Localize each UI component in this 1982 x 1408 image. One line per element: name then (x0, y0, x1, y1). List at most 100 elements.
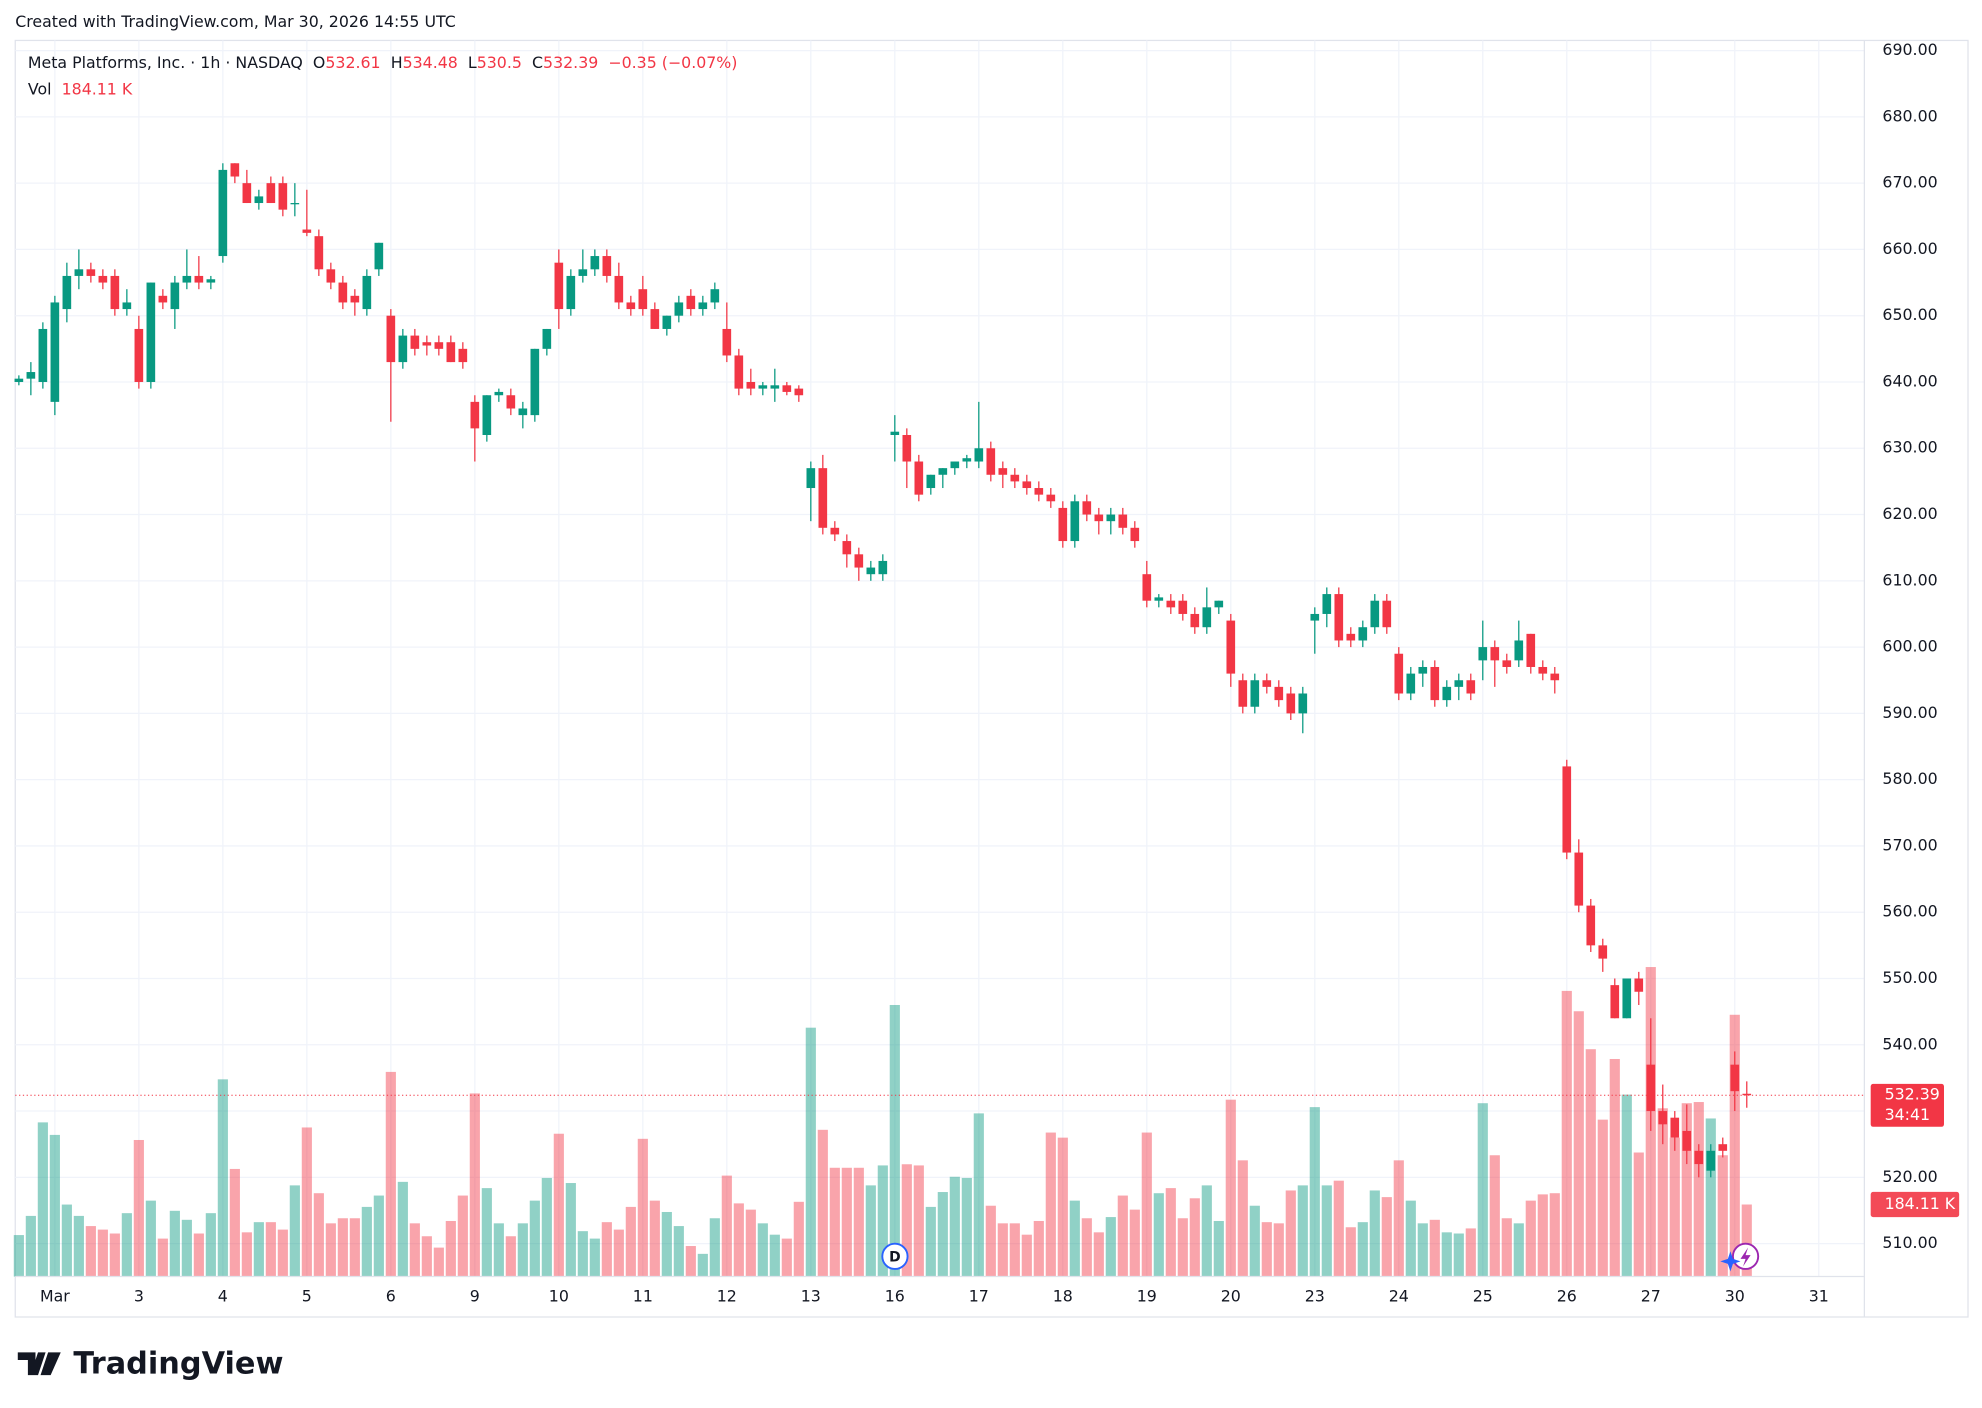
candle-body (1478, 647, 1488, 661)
y-tick-label: 550.00 (1882, 968, 1937, 987)
candle-body (866, 567, 876, 575)
volume-bar (1165, 1188, 1176, 1277)
l-value: 530.5 (477, 53, 522, 72)
y-tick-label: 570.00 (1882, 835, 1937, 854)
event-marker[interactable] (881, 1242, 909, 1270)
volume-bar (949, 1176, 960, 1277)
h-value: 534.48 (403, 53, 458, 72)
candle-body (434, 342, 444, 349)
legend-line: Meta Platforms, Inc. · 1h · NASDAQ O532.6… (28, 53, 738, 72)
candle-body (410, 335, 420, 349)
sparkle-icon[interactable] (1720, 1251, 1741, 1272)
volume-bar (769, 1234, 780, 1277)
volume-bar (241, 1232, 252, 1277)
volume-bar (1033, 1220, 1044, 1277)
volume-bar (1213, 1220, 1224, 1277)
candle-body (1418, 666, 1428, 674)
candle-body (14, 378, 24, 382)
volume-bar (1381, 1197, 1392, 1277)
volume-bar (733, 1203, 744, 1277)
price-tag (1870, 1083, 1944, 1127)
volume-bar (1069, 1200, 1080, 1277)
candle-body (1526, 633, 1536, 667)
candle-body (1034, 488, 1044, 495)
candle-body (638, 289, 648, 310)
vol-title: Vol (28, 79, 52, 98)
volume-bar (1345, 1227, 1356, 1277)
candle-body (1274, 686, 1284, 701)
candle-body (1442, 686, 1452, 701)
candle-body (1706, 1150, 1716, 1171)
candle-body (950, 461, 960, 469)
candle-body (38, 328, 48, 382)
volume-bar (757, 1223, 768, 1277)
candle-body (1586, 905, 1596, 946)
volume-bar (1597, 1119, 1608, 1277)
volume-bar (805, 1027, 816, 1277)
volume-bar (1177, 1218, 1188, 1277)
volume-bar (829, 1167, 840, 1277)
candle-body (170, 282, 180, 310)
candle-body (506, 395, 516, 409)
c-label: C (532, 53, 543, 72)
candle-body (686, 295, 696, 310)
candle-body (110, 275, 120, 310)
volume-bar (1585, 1049, 1596, 1277)
candle-body (554, 262, 564, 310)
x-tick-label: 17 (969, 1286, 989, 1305)
volume-bar (1429, 1219, 1440, 1277)
volume-bar (445, 1220, 456, 1277)
volume-bar (469, 1093, 480, 1277)
volume-bar (517, 1223, 528, 1277)
volume-bar (661, 1211, 672, 1277)
candle-body (1130, 527, 1140, 542)
candle-body (1646, 1064, 1656, 1112)
volume-bar (1081, 1218, 1092, 1277)
y-tick-label: 640.00 (1882, 371, 1937, 390)
candle-body (242, 183, 252, 204)
volume-bar (913, 1165, 924, 1277)
candle-body (1490, 647, 1500, 661)
candle-body (1298, 693, 1308, 714)
candle-body (1406, 673, 1416, 694)
volume-bar (313, 1193, 324, 1277)
volume-bar (97, 1229, 108, 1277)
volume-bar (721, 1175, 732, 1277)
x-tick-label: 30 (1725, 1286, 1745, 1305)
countdown: 34:41 (1885, 1105, 1930, 1124)
axes-layer: 510.00520.00530.00540.00550.00560.00570.… (15, 40, 1960, 1317)
volume-bar (1321, 1185, 1332, 1277)
candle-body (446, 342, 456, 363)
y-tick-label: 630.00 (1882, 438, 1937, 457)
volume-bar (1393, 1160, 1404, 1277)
candle-body (902, 435, 912, 462)
candle-body (470, 401, 480, 429)
candle-body (734, 355, 744, 389)
volume-bar (133, 1139, 144, 1277)
volume-bar (13, 1235, 24, 1277)
x-tick-label: 10 (549, 1286, 569, 1305)
candle-body (674, 302, 684, 316)
volume-bar (1501, 1218, 1512, 1277)
candle-body (854, 554, 864, 568)
candle-body (1190, 613, 1200, 628)
volume-bar (1129, 1209, 1140, 1277)
candle-body (50, 302, 60, 402)
volume-bar (841, 1167, 852, 1277)
candle-body (74, 269, 84, 276)
candle-body (1394, 653, 1404, 694)
volume-bar (685, 1246, 696, 1277)
candle-body (86, 269, 96, 276)
volume-bar (1141, 1132, 1152, 1277)
volume-bar (1513, 1223, 1524, 1277)
candle-body (386, 315, 396, 363)
candle-body (1154, 597, 1164, 601)
candle-body (62, 275, 72, 310)
candle-body (1238, 680, 1248, 707)
volume-bar (1633, 1152, 1644, 1277)
candle-body (1598, 945, 1608, 959)
candle-body (1082, 501, 1092, 515)
y-tick-label: 590.00 (1882, 703, 1937, 722)
candle-body (1346, 633, 1356, 641)
